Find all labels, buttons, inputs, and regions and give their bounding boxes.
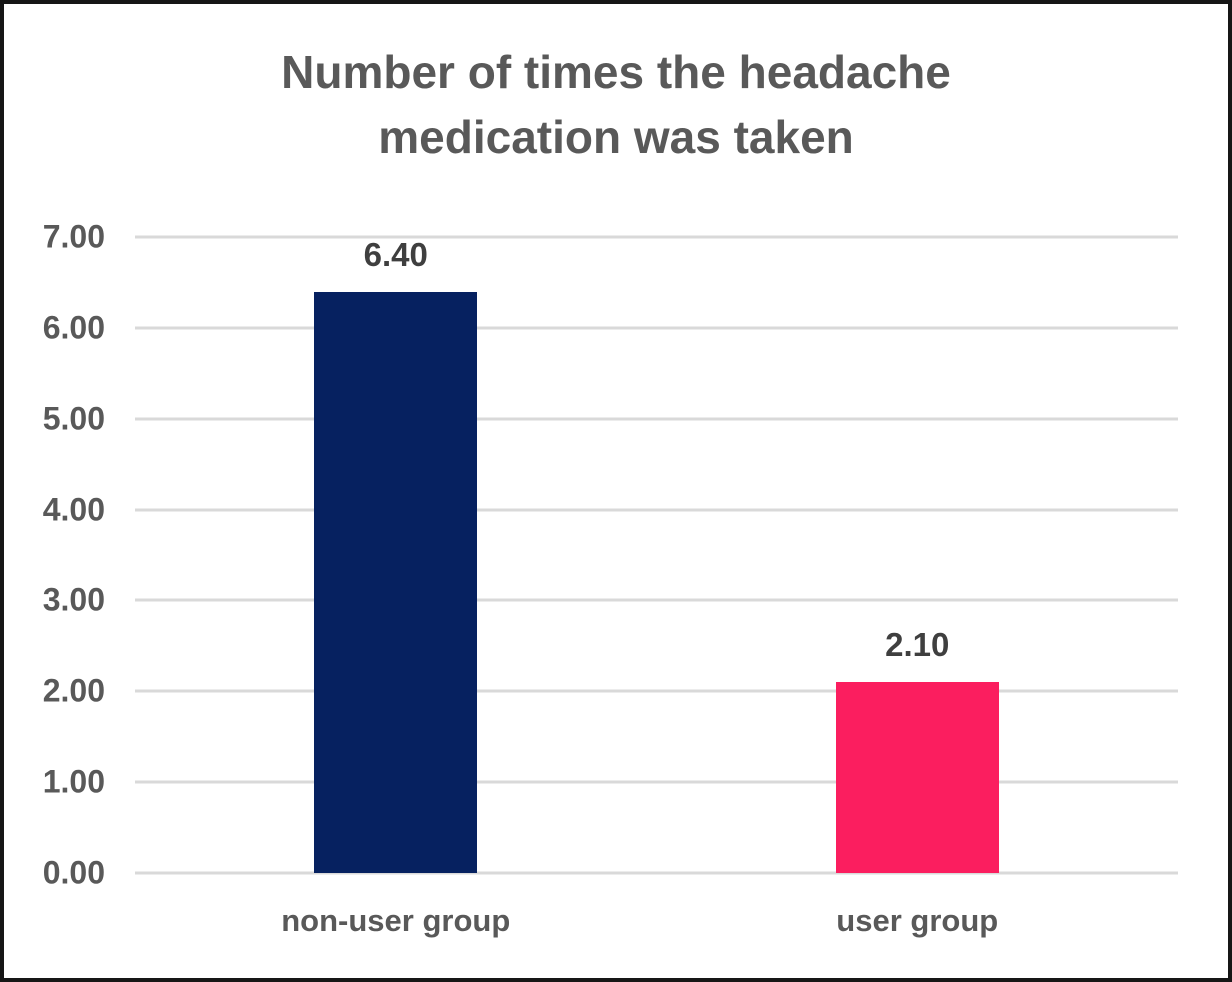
bar-value-label-user-group: 2.10 <box>885 626 950 664</box>
y-tick-label: 3.00 <box>42 581 105 618</box>
y-tick-label: 7.00 <box>42 218 105 255</box>
chart-title: Number of times the headache medication … <box>4 40 1228 171</box>
y-tick-label: 4.00 <box>42 491 105 528</box>
gridline <box>135 508 1178 512</box>
y-tick-label: 0.00 <box>42 854 105 891</box>
gridline <box>135 326 1178 330</box>
y-tick-label: 1.00 <box>42 763 105 800</box>
y-tick-label: 2.00 <box>42 672 105 709</box>
gridline <box>135 598 1178 602</box>
y-tick-label: 6.00 <box>42 309 105 346</box>
y-tick-label: 5.00 <box>42 400 105 437</box>
x-axis-label-non-user-group: non-user group <box>281 903 511 938</box>
gridline <box>135 235 1178 239</box>
bar-user-group <box>835 682 999 873</box>
plot-area: 6.40 2.10 <box>135 235 1178 875</box>
x-axis-labels: non-user group user group <box>135 889 1178 959</box>
bar-value-label-non-user-group: 6.40 <box>363 235 428 273</box>
gridline <box>135 780 1178 784</box>
gridline <box>135 871 1178 875</box>
bar-non-user-group <box>314 291 478 873</box>
y-axis-ticks: 7.00 6.00 5.00 4.00 3.00 2.00 1.00 0.00 <box>4 219 105 891</box>
chart-title-text: Number of times the headache medication … <box>281 46 951 164</box>
gridline <box>135 689 1178 693</box>
x-axis-label-user-group: user group <box>836 903 999 938</box>
gridline <box>135 417 1178 421</box>
